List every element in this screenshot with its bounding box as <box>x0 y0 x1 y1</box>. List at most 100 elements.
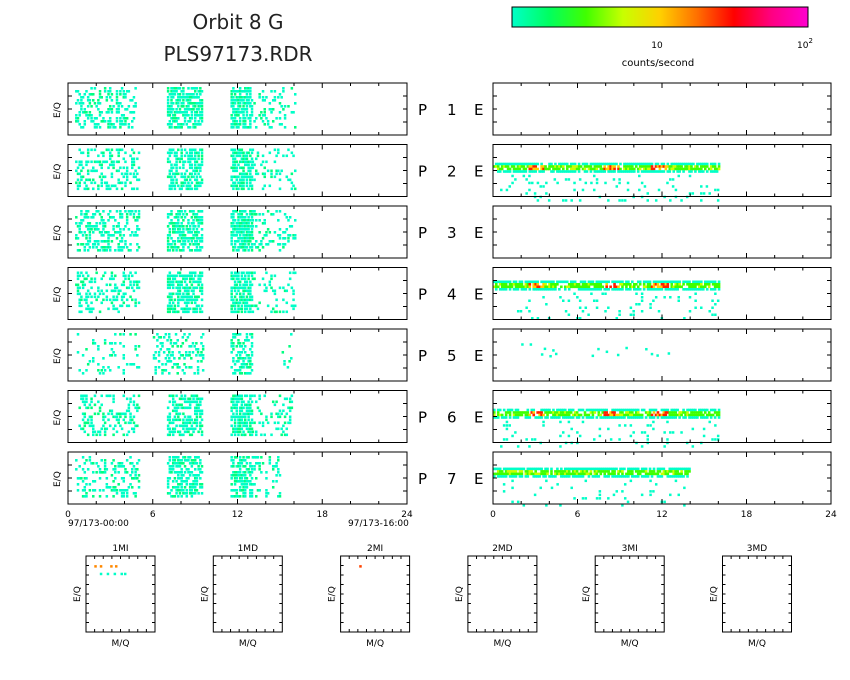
data-cell <box>621 413 624 417</box>
data-cell <box>85 492 88 495</box>
data-cell <box>184 339 188 342</box>
data-cell <box>85 483 88 486</box>
data-cell <box>182 111 185 114</box>
data-cell <box>176 366 179 369</box>
data-cell <box>119 465 122 468</box>
data-cell <box>648 283 652 286</box>
data-cell <box>190 163 194 167</box>
data-cell <box>188 400 192 404</box>
data-cell <box>80 304 83 308</box>
data-cell <box>242 90 245 93</box>
data-cell <box>88 489 92 492</box>
panel-2: E/Q P 2 E <box>53 144 832 202</box>
data-cell <box>127 123 131 126</box>
data-cell <box>90 160 93 164</box>
data-cell <box>235 480 239 483</box>
data-cell <box>182 397 185 401</box>
data-cell <box>253 421 256 425</box>
data-cell <box>599 288 603 291</box>
data-cell <box>233 219 237 222</box>
data-cell <box>78 111 81 114</box>
data-cell <box>717 285 721 289</box>
data-cell <box>245 271 249 275</box>
data-cell <box>200 271 204 275</box>
data-cell <box>98 90 102 93</box>
data-cell <box>134 424 137 428</box>
data-cell <box>599 167 603 171</box>
data-cell <box>261 421 265 425</box>
data-cell <box>253 102 256 105</box>
data-cell <box>108 234 112 237</box>
data-cell <box>245 339 249 342</box>
data-cell <box>93 169 97 173</box>
data-cell <box>528 280 532 284</box>
data-cell <box>559 434 562 438</box>
data-cell <box>233 240 237 243</box>
data-cell <box>522 162 526 166</box>
data-cell <box>250 333 254 336</box>
data-cell <box>86 249 90 252</box>
data-cell <box>233 166 237 170</box>
data-cell <box>132 172 136 176</box>
data-cell <box>170 213 173 216</box>
data-cell <box>193 462 197 465</box>
data-cell <box>646 424 650 427</box>
data-cell <box>130 427 134 431</box>
data-cell <box>563 280 567 284</box>
data-cell <box>170 108 173 111</box>
data-cell <box>510 162 514 166</box>
data-cell <box>502 283 506 286</box>
data-cell <box>514 408 518 412</box>
data-cell <box>565 280 569 284</box>
data-cell <box>247 90 250 93</box>
data-cell <box>672 411 676 414</box>
data-cell <box>166 415 170 419</box>
data-cell <box>242 421 245 425</box>
data-cell <box>556 170 559 173</box>
data-cell <box>242 348 245 351</box>
data-cell <box>506 165 510 168</box>
data-cell <box>249 148 252 152</box>
data-cell <box>658 165 662 168</box>
data-cell <box>188 421 192 425</box>
data-cell <box>188 286 192 290</box>
data-cell <box>498 288 502 291</box>
data-cell <box>548 280 551 284</box>
data-cell <box>493 408 496 412</box>
data-cell <box>75 468 78 471</box>
data-cell <box>177 456 180 459</box>
data-cell <box>122 369 126 372</box>
data-cell <box>506 408 510 412</box>
data-cell <box>199 184 202 188</box>
data-cell <box>571 283 575 286</box>
data-cell <box>532 285 536 289</box>
data-cell <box>587 413 591 417</box>
data-cell <box>235 210 239 213</box>
data-cell <box>105 289 109 293</box>
data-cell <box>197 465 200 468</box>
data-cell <box>625 165 628 168</box>
data-cell <box>250 105 254 108</box>
data-cell <box>124 151 127 155</box>
data-cell <box>107 187 110 191</box>
data-cell <box>250 477 254 480</box>
data-cell <box>175 409 178 413</box>
data-cell <box>75 102 78 105</box>
data-cell <box>188 345 191 348</box>
data-cell <box>598 434 602 438</box>
data-cell <box>134 406 137 410</box>
data-cell <box>601 167 605 171</box>
data-cell <box>709 408 713 412</box>
data-cell <box>119 289 122 293</box>
data-cell <box>190 345 193 348</box>
data-cell <box>656 413 660 417</box>
data-cell <box>530 165 534 168</box>
data-cell <box>245 280 249 284</box>
data-cell <box>632 310 635 313</box>
data-cell <box>520 170 524 173</box>
data-cell <box>660 162 664 166</box>
data-cell <box>80 298 83 302</box>
data-cell <box>591 354 595 358</box>
data-cell <box>595 416 599 419</box>
data-cell <box>199 111 202 114</box>
